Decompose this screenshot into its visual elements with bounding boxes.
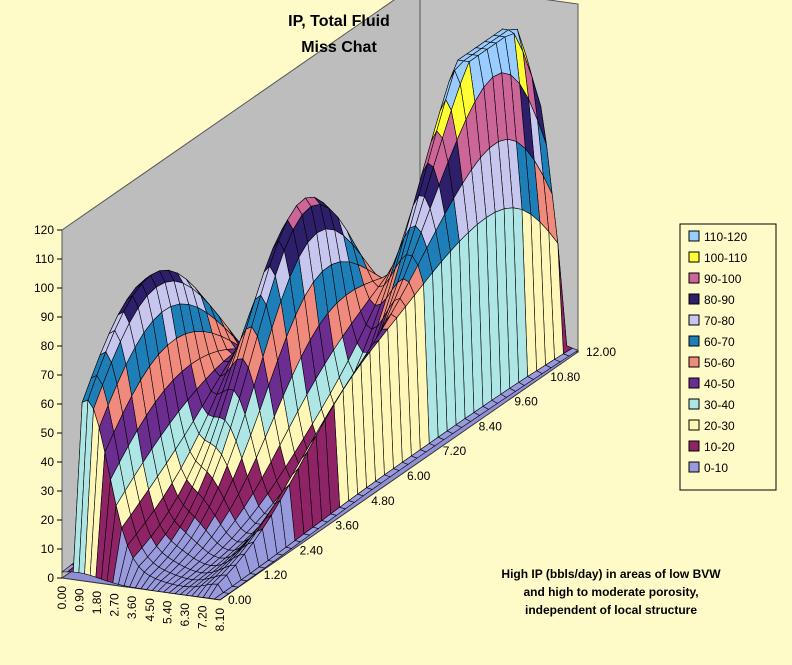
legend-label: 20-30 — [704, 419, 735, 433]
z-tick-label: 60 — [41, 397, 55, 411]
legend-label: 110-120 — [704, 230, 747, 244]
z-tick-label: 0 — [47, 571, 54, 585]
z-tick-label: 100 — [34, 281, 54, 295]
y-axis-ticks: 0.00 1.20 2.40 3.60 4.80 6.00 7.20 8.40 9.60 10.8… — [228, 345, 616, 607]
y-tick-label: 7.20 — [443, 444, 467, 458]
annotation-line-2: and high to moderate porosity, — [523, 585, 698, 599]
legend-label: 100-110 — [704, 251, 747, 265]
z-tick-label: 110 — [35, 252, 54, 266]
z-tick-label: 10 — [41, 542, 55, 556]
y-tick-label: 3.60 — [335, 519, 359, 533]
x-tick-label: 4.50 — [143, 598, 157, 622]
x-tick-label: 7.20 — [195, 605, 209, 629]
z-tick-label: 120 — [34, 223, 54, 237]
z-axis-ticks: 0 10 20 30 40 50 60 70 80 90 100 110 120 — [34, 223, 62, 585]
y-tick-label: 12.00 — [586, 345, 616, 359]
x-tick-label: 0.90 — [73, 588, 87, 612]
legend-swatch — [688, 419, 700, 431]
x-tick-label: 5.40 — [160, 600, 174, 624]
legend-swatch — [688, 293, 700, 305]
legend-label: 80-90 — [704, 293, 735, 307]
legend-swatch — [688, 398, 700, 410]
legend-swatch — [688, 272, 700, 284]
chart-subtitle: Miss Chat — [301, 39, 377, 56]
surface-plot — [61, 28, 579, 601]
y-tick-label: 9.60 — [514, 395, 538, 409]
legend-label: 60-70 — [704, 335, 735, 349]
z-tick-label: 20 — [41, 513, 55, 527]
legend-label: 0-10 — [704, 461, 728, 475]
y-tick-label: 4.80 — [371, 494, 395, 508]
annotation-line-1: High IP (bbls/day) in areas of low BVW — [501, 567, 721, 581]
z-tick-label: 30 — [41, 484, 55, 498]
z-tick-label: 50 — [41, 426, 55, 440]
surface-cell — [213, 592, 230, 601]
legend-swatch — [688, 440, 700, 452]
legend-label: 30-40 — [704, 398, 735, 412]
y-tick-label: 0.00 — [228, 593, 252, 607]
legend-swatch — [688, 461, 700, 473]
x-tick-label: 1.80 — [90, 591, 104, 615]
legend-swatch — [688, 377, 700, 389]
x-tick-label: 3.60 — [125, 595, 139, 619]
y-tick-label: 1.20 — [264, 568, 288, 582]
legend-label: 70-80 — [704, 314, 735, 328]
y-tick-label: 8.40 — [479, 419, 503, 433]
legend: 110-120 100-110 90-100 80-90 70-80 60-70 50-60… — [679, 223, 777, 491]
legend-swatch — [688, 251, 700, 263]
annotation: High IP (bbls/day) in areas of low BVW a… — [501, 567, 721, 617]
chart-title: IP, Total Fluid — [288, 13, 390, 30]
x-axis-ticks: 0.00 0.90 1.80 2.70 3.60 4.50 5.40 6.30 7.20 8.10 — [55, 586, 227, 632]
z-tick-label: 70 — [41, 368, 55, 382]
legend-swatch — [688, 356, 700, 368]
legend-label: 10-20 — [704, 440, 735, 454]
y-tick-label: 10.80 — [550, 370, 580, 384]
legend-swatch — [688, 335, 700, 347]
z-tick-label: 80 — [41, 339, 55, 353]
y-tick-label: 2.40 — [300, 543, 324, 557]
legend-label: 50-60 — [704, 356, 735, 370]
legend-label: 90-100 — [704, 272, 742, 286]
legend-label: 40-50 — [704, 377, 735, 391]
x-tick-label: 6.30 — [178, 603, 192, 627]
x-tick-label: 0.00 — [55, 586, 69, 610]
x-tick-label: 2.70 — [108, 593, 122, 617]
legend-swatch — [688, 314, 700, 326]
z-tick-label: 40 — [41, 455, 55, 469]
legend-swatch — [688, 230, 700, 242]
x-tick-label: 8.10 — [213, 608, 227, 632]
annotation-line-3: independent of local structure — [525, 603, 697, 617]
z-tick-label: 90 — [41, 310, 55, 324]
y-tick-label: 6.00 — [407, 469, 431, 483]
